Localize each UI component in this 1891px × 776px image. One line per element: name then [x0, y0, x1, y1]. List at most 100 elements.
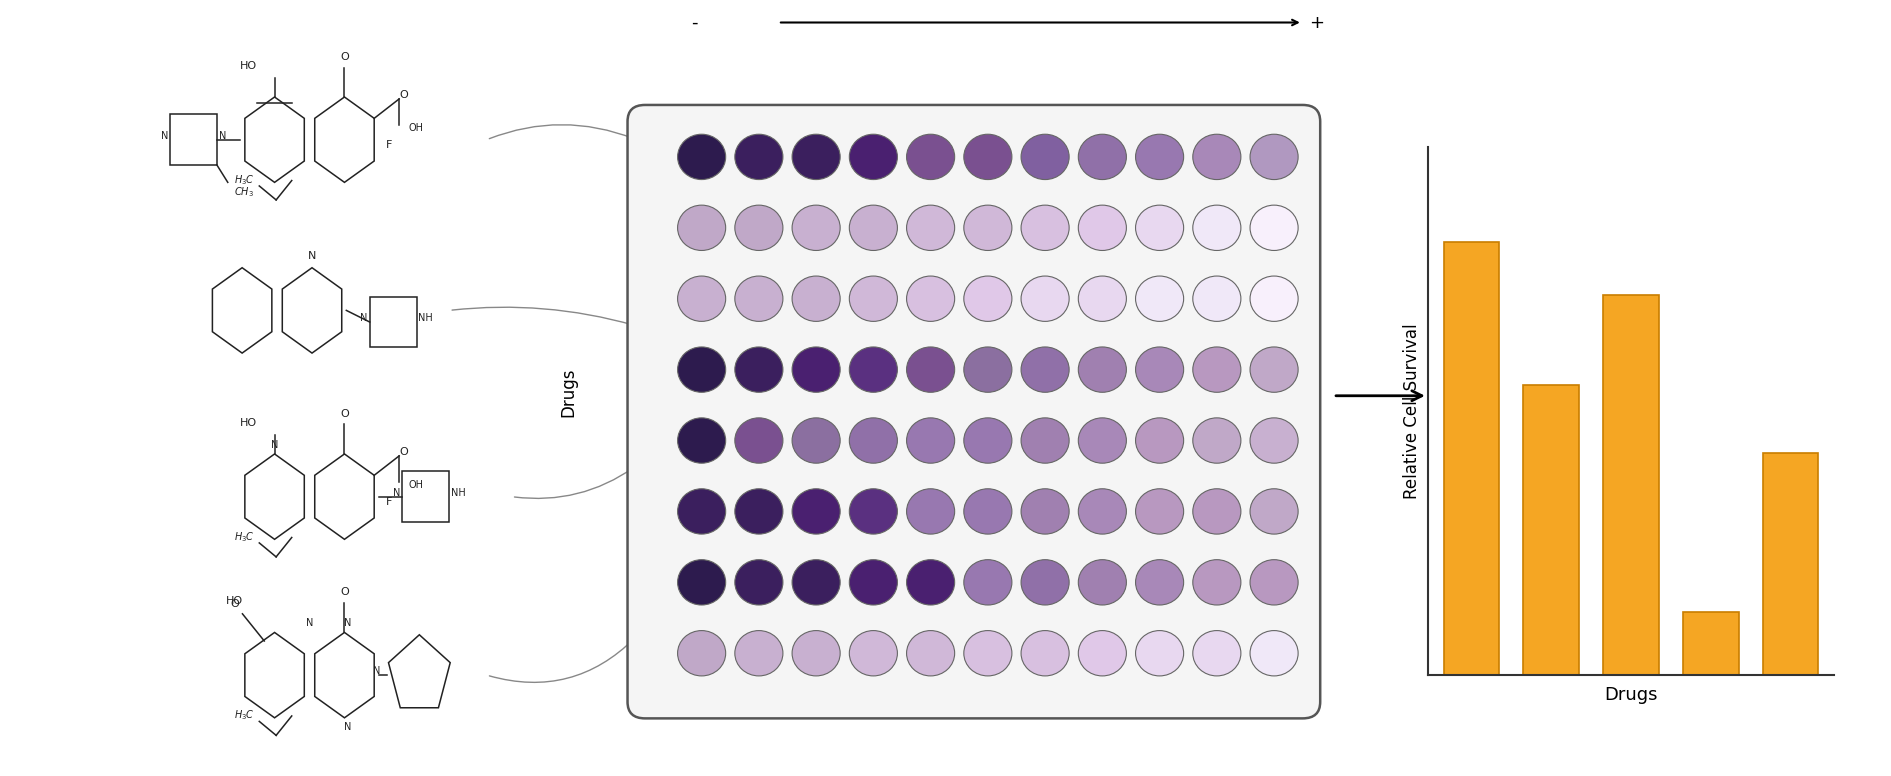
Bar: [1604, 295, 1658, 675]
Text: N: N: [344, 618, 352, 628]
Circle shape: [1193, 347, 1240, 393]
Circle shape: [736, 417, 783, 463]
Circle shape: [906, 417, 955, 463]
Text: O: O: [340, 52, 348, 61]
Circle shape: [736, 276, 783, 321]
Circle shape: [792, 417, 840, 463]
Circle shape: [1250, 417, 1297, 463]
Text: N: N: [270, 440, 278, 449]
Circle shape: [964, 489, 1012, 534]
Circle shape: [1193, 276, 1240, 321]
Circle shape: [736, 347, 783, 393]
Circle shape: [1136, 631, 1184, 676]
Circle shape: [677, 559, 726, 605]
Circle shape: [1021, 347, 1068, 393]
Circle shape: [906, 347, 955, 393]
FancyBboxPatch shape: [628, 105, 1320, 719]
Text: -: -: [690, 13, 698, 32]
Circle shape: [736, 205, 783, 251]
Circle shape: [849, 417, 898, 463]
Circle shape: [736, 559, 783, 605]
Circle shape: [1193, 631, 1240, 676]
Circle shape: [1078, 205, 1127, 251]
Circle shape: [736, 134, 783, 179]
Text: O: O: [340, 409, 348, 418]
Text: $H_3C$: $H_3C$: [233, 173, 253, 187]
Circle shape: [849, 134, 898, 179]
Text: F: F: [386, 497, 391, 508]
Circle shape: [964, 559, 1012, 605]
Circle shape: [1136, 559, 1184, 605]
Circle shape: [964, 134, 1012, 179]
Text: N: N: [306, 618, 314, 628]
Circle shape: [792, 347, 840, 393]
Text: N: N: [219, 131, 227, 140]
Circle shape: [964, 417, 1012, 463]
Circle shape: [1021, 489, 1068, 534]
Text: O: O: [399, 90, 408, 100]
Circle shape: [1136, 489, 1184, 534]
Bar: [1524, 385, 1579, 675]
Bar: [1443, 242, 1500, 675]
Circle shape: [1193, 489, 1240, 534]
Circle shape: [1078, 134, 1127, 179]
Text: O: O: [340, 587, 348, 597]
Circle shape: [677, 276, 726, 321]
Circle shape: [1250, 559, 1297, 605]
Text: HO: HO: [227, 597, 244, 606]
Circle shape: [1078, 347, 1127, 393]
Circle shape: [1193, 205, 1240, 251]
Circle shape: [849, 205, 898, 251]
Text: N: N: [161, 131, 168, 140]
Circle shape: [1250, 347, 1297, 393]
Circle shape: [964, 631, 1012, 676]
Circle shape: [792, 559, 840, 605]
Text: N: N: [344, 722, 352, 732]
Circle shape: [677, 205, 726, 251]
Text: NH: NH: [418, 314, 433, 323]
Circle shape: [906, 134, 955, 179]
Bar: [1683, 611, 1738, 675]
Circle shape: [849, 631, 898, 676]
Circle shape: [1021, 205, 1068, 251]
Circle shape: [1193, 417, 1240, 463]
Text: N: N: [308, 251, 316, 261]
Circle shape: [792, 489, 840, 534]
Text: N: N: [361, 314, 369, 323]
Circle shape: [677, 134, 726, 179]
Circle shape: [849, 276, 898, 321]
Text: NH: NH: [450, 488, 465, 497]
Circle shape: [964, 205, 1012, 251]
Text: OH: OH: [408, 480, 424, 490]
Circle shape: [792, 276, 840, 321]
Circle shape: [677, 347, 726, 393]
Circle shape: [1021, 559, 1068, 605]
Circle shape: [736, 489, 783, 534]
Text: N: N: [393, 488, 401, 497]
Circle shape: [1136, 205, 1184, 251]
Text: $H_3C$: $H_3C$: [233, 708, 253, 722]
Circle shape: [1193, 559, 1240, 605]
Circle shape: [1136, 134, 1184, 179]
Circle shape: [906, 631, 955, 676]
Circle shape: [1136, 347, 1184, 393]
Circle shape: [906, 205, 955, 251]
Circle shape: [1250, 205, 1297, 251]
Bar: [1762, 453, 1819, 675]
Circle shape: [1250, 134, 1297, 179]
Circle shape: [849, 559, 898, 605]
Y-axis label: Relative Cell Survival: Relative Cell Survival: [1403, 324, 1420, 499]
Circle shape: [1021, 631, 1068, 676]
Circle shape: [736, 631, 783, 676]
Circle shape: [792, 205, 840, 251]
Circle shape: [1021, 276, 1068, 321]
Text: HO: HO: [240, 61, 257, 71]
Circle shape: [849, 347, 898, 393]
Circle shape: [677, 489, 726, 534]
Circle shape: [677, 631, 726, 676]
Circle shape: [1250, 489, 1297, 534]
Text: N: N: [373, 667, 380, 676]
Circle shape: [1078, 489, 1127, 534]
Text: O: O: [231, 599, 238, 608]
Circle shape: [1078, 276, 1127, 321]
